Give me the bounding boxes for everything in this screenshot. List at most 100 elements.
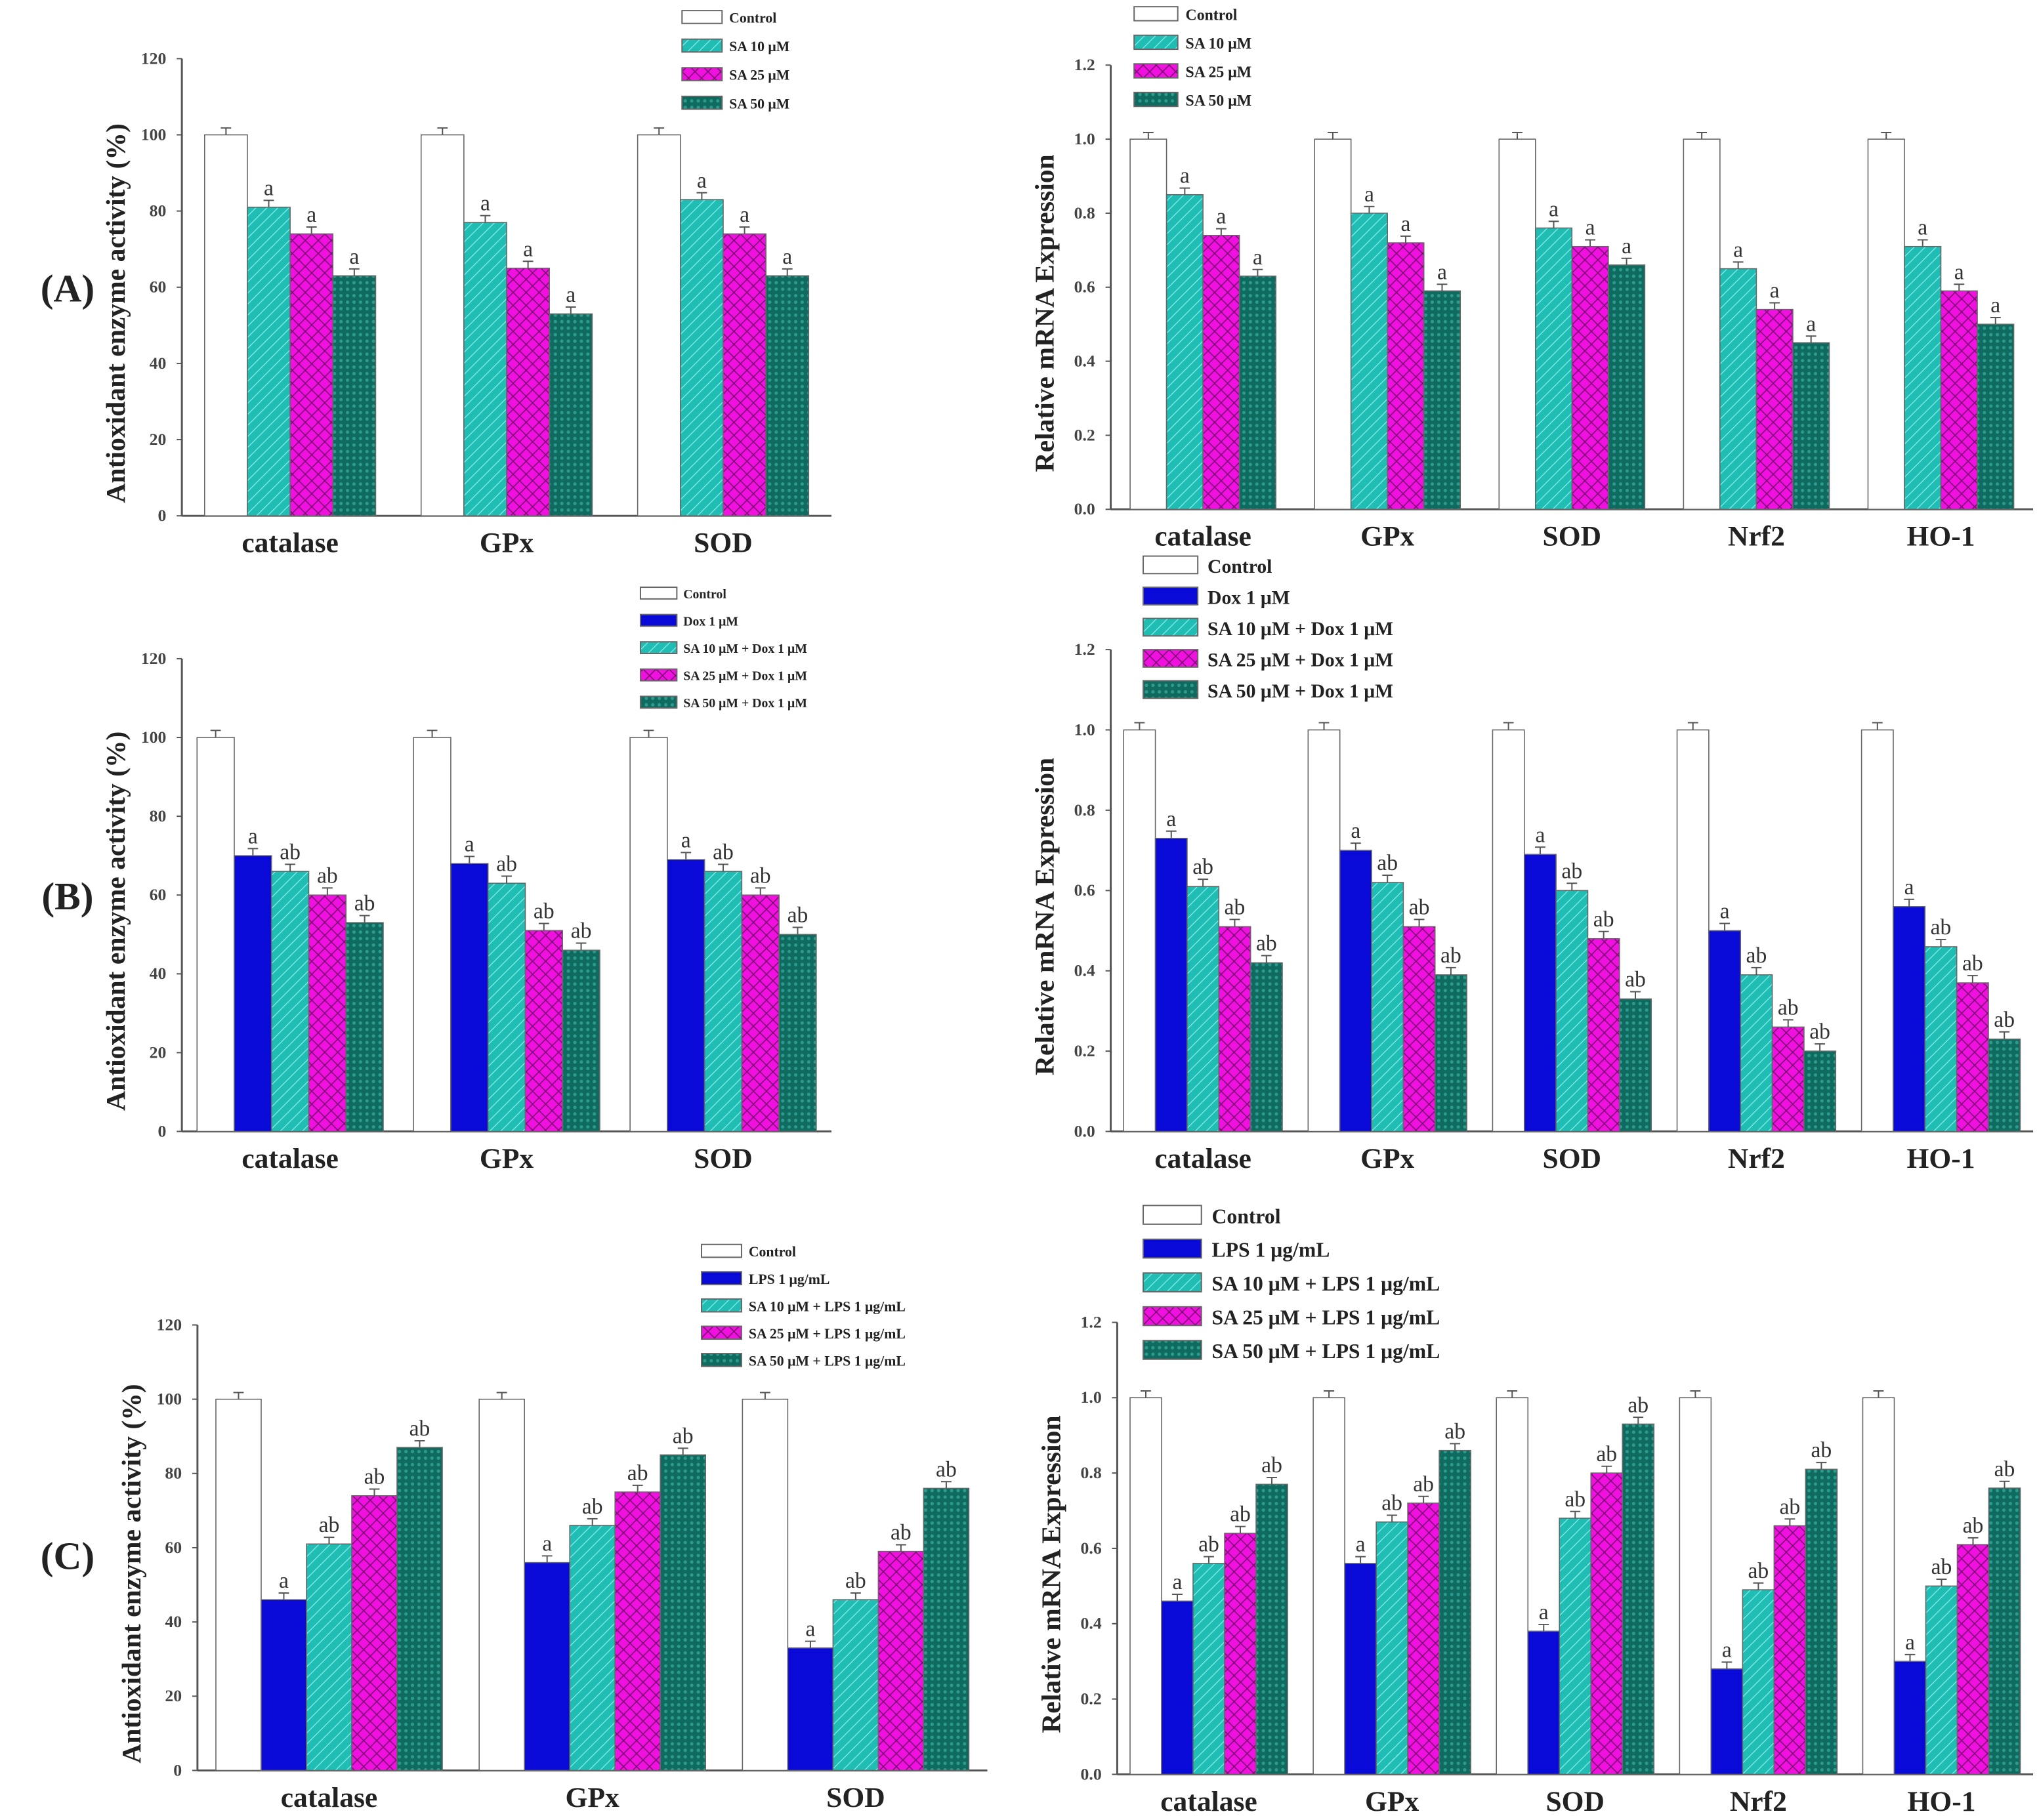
bar-sa25 [877,1550,925,1771]
bar-dox_lps [1708,930,1742,1132]
category-label: HO-1 [1906,521,1975,552]
bar-sa10 [1192,1563,1225,1775]
significance-label: ab [1628,1393,1648,1417]
bar-sa25 [1940,290,1978,510]
y-tick-label: 80 [150,806,167,825]
bar-sa50 [1988,1038,2021,1132]
significance-label: ab [280,840,301,864]
category-label: catalase [1160,1786,1257,1817]
legend-label: SA 10 μM + Dox 1 μM [1208,619,1393,640]
legend-label: Control [683,587,726,602]
y-axis-label: Antioxidant enzyme activity (%) [100,732,131,1111]
bar-dox_lps [1344,1563,1377,1775]
bar-sa25 [614,1491,661,1771]
significance-label: ab [1261,1453,1282,1478]
significance-label: a [1990,293,2000,318]
legend-label: SA 50 μM + LPS 1 μg/mL [749,1354,906,1369]
bar-control [1123,729,1156,1132]
category-label: catalase [242,527,339,559]
significance-label: a [1253,245,1263,270]
bar-sa10 [247,207,291,516]
bar-sa10 [1371,882,1404,1132]
significance-label: ab [364,1465,385,1489]
significance-label: ab [1593,907,1614,932]
significance-label: a [1400,212,1410,236]
legend-label: SA 50 μM + Dox 1 μM [1208,681,1393,702]
y-axis-label: Antioxidant enzyme activity (%) [116,1384,147,1763]
category-label: Nrf2 [1730,1786,1787,1817]
significance-label: a [740,203,749,227]
panel-label: (C) [41,1535,94,1578]
bar-sa50 [549,313,593,516]
bar-sa50 [345,922,384,1132]
y-tick-label: 80 [165,1464,182,1483]
legend-swatch-sa25 [1143,1306,1202,1327]
legend-swatch-sa50 [639,695,678,709]
significance-label: ab [1230,1502,1251,1527]
legend-swatch-sa10 [639,641,678,655]
bar-control [1679,1397,1712,1775]
y-tick-label: 1.2 [1074,640,1095,659]
bar-sa50 [1438,1449,1471,1775]
significance-label: a [1905,1630,1915,1655]
significance-label: a [1356,1533,1366,1557]
legend-label: SA 50 μM [1186,93,1252,110]
y-tick-label: 100 [141,728,167,747]
bar-sa25 [1956,1544,1990,1775]
significance-label: ab [317,864,338,888]
bar-control [1312,1397,1345,1775]
significance-label: ab [1625,968,1646,992]
bar-sa25 [1407,1502,1440,1775]
bar-sa50 [1977,323,2015,510]
legend-label: SA 25 μM + Dox 1 μM [683,669,807,684]
significance-label: ab [1778,995,1799,1020]
legend-label: SA 25 μM [1186,64,1252,81]
legend-label: SA 25 μM + LPS 1 μg/mL [749,1326,906,1342]
category-label: HO-1 [1907,1786,1975,1817]
bar-sa50 [332,275,377,516]
bar-dox_lps [1893,905,1926,1132]
significance-label: a [349,245,359,269]
chart-A-left: 0 20 40 60 80 100 120 Antioxidant enzyme activi… [100,10,831,559]
significance-label: ab [1994,1457,2015,1481]
category-label: SOD [1543,1143,1602,1174]
bar-sa50 [1988,1487,2021,1775]
bar-sa10 [1350,213,1388,510]
y-axis-label: Relative mRNA Expression [1029,154,1059,472]
category-label: Nrf2 [1728,521,1785,552]
bar-sa50 [396,1447,443,1771]
bar-control [478,1398,525,1771]
y-tick-label: 60 [150,278,167,297]
y-tick-label: 1.0 [1074,720,1095,739]
bar-sa25 [1956,982,1989,1132]
legend-swatch-sa25 [681,67,723,81]
legend-label: SA 10 μM + LPS 1 μg/mL [1212,1272,1440,1295]
legend-label: Control [1208,556,1272,577]
significance-label: a [1166,807,1176,831]
significance-label: a [1733,238,1743,262]
significance-label: a [805,1617,815,1642]
legend-swatch-sa25 [639,668,678,682]
bar-sa10 [704,871,743,1132]
significance-label: ab [1994,1008,2015,1032]
y-tick-label: 100 [157,1390,182,1409]
legend-swatch-sa10 [1133,34,1179,51]
bar-sa10 [1740,974,1773,1132]
significance-label: ab [1381,1491,1402,1516]
significance-label: a [1722,1638,1732,1662]
bar-sa50 [562,949,600,1132]
bar-sa25 [1587,938,1620,1132]
legend-label: SA 10 μM + Dox 1 μM [683,642,807,656]
bar-control [203,134,248,516]
bar-sa50 [1423,290,1461,510]
category-label: SOD [694,1143,753,1174]
bar-sa50 [1803,1050,1837,1132]
bar-dox_lps [1893,1661,1927,1775]
y-tick-label: 0.6 [1081,1539,1102,1558]
y-tick-label: 0.4 [1074,961,1095,980]
bar-control [742,1398,789,1771]
significance-label: a [1216,205,1226,229]
bar-sa25 [723,233,766,516]
bar-sa10 [1559,1518,1592,1775]
